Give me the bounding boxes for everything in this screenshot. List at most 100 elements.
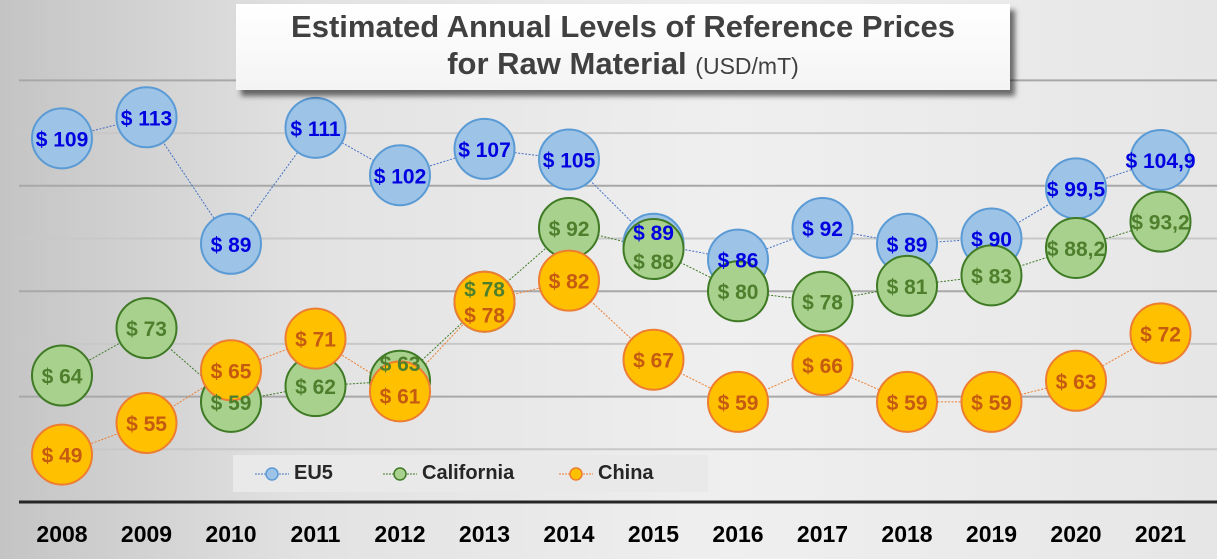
data-point-california	[707, 260, 769, 323]
data-point-china	[538, 249, 600, 312]
data-label-eu5: $ 90	[971, 229, 1012, 252]
data-point-california	[115, 297, 178, 360]
data-label-china: $ 63	[1056, 371, 1097, 394]
data-label-california: $ 63	[380, 353, 421, 376]
legend-item-china: China	[559, 462, 654, 485]
data-label-china: $ 78	[464, 305, 505, 328]
legend-label-california: California	[422, 462, 515, 484]
x-tick-label: 2020	[1050, 521, 1101, 547]
legend-label-eu5: EU5	[294, 462, 333, 484]
title-unit: (USD/mT)	[695, 53, 799, 79]
data-label-eu5: $ 86	[718, 250, 759, 273]
data-point-china	[200, 339, 262, 402]
data-label-california: $ 78	[464, 279, 505, 302]
data-label-california: $ 88	[633, 251, 674, 274]
x-tick-label: 2014	[543, 521, 594, 547]
data-label-eu5: $ 89	[211, 234, 252, 257]
data-point-china	[960, 370, 1023, 433]
data-point-california	[622, 218, 685, 281]
x-tick-label: 2010	[205, 521, 256, 547]
data-label-california: $ 78	[802, 292, 843, 315]
x-tick-label: 2008	[36, 521, 87, 547]
data-label-china: $ 67	[633, 350, 674, 373]
data-label-china: $ 59	[887, 392, 928, 415]
data-label-california: $ 88,2	[1047, 238, 1105, 261]
data-point-china	[115, 391, 178, 454]
data-point-california	[1045, 216, 1107, 279]
x-tick-label: 2018	[881, 521, 932, 547]
data-label-california: $ 80	[718, 281, 759, 304]
x-tick-label: 2017	[797, 521, 848, 547]
data-point-california	[876, 254, 938, 317]
data-label-eu5: $ 113	[121, 107, 172, 130]
data-point-california	[791, 270, 854, 333]
data-point-california	[31, 344, 93, 407]
data-label-california: $ 59	[211, 392, 252, 415]
data-label-eu5: $ 107	[458, 139, 511, 162]
data-label-eu5: $ 92	[802, 218, 843, 241]
x-tick-label: 2013	[459, 521, 510, 547]
legend: EU5 California China	[233, 455, 708, 492]
data-label-california: $ 93,2	[1131, 212, 1189, 235]
data-label-california: $ 83	[971, 265, 1012, 288]
legend-marker-china	[559, 466, 593, 481]
chart-title: Estimated Annual Levels of Reference Pri…	[236, 4, 1010, 90]
data-label-california: $ 92	[549, 218, 590, 241]
legend-label-china: China	[598, 462, 654, 484]
data-label-china: $ 49	[42, 445, 83, 468]
data-point-eu5	[200, 212, 262, 275]
x-tick-label: 2021	[1135, 521, 1186, 547]
data-label-eu5: $ 99,5	[1047, 178, 1106, 201]
title-line-2: for Raw Material	[447, 46, 687, 81]
data-point-california	[960, 244, 1023, 307]
x-tick-label: 2016	[712, 521, 763, 547]
data-label-eu5: $ 102	[374, 165, 427, 188]
x-tick-label: 2019	[966, 521, 1017, 547]
data-point-china	[1045, 349, 1107, 412]
data-label-eu5: $ 104,9	[1125, 150, 1195, 173]
data-label-china: $ 82	[549, 271, 590, 294]
data-label-eu5: $ 109	[36, 128, 89, 151]
data-label-california: $ 73	[126, 318, 167, 341]
legend-item-california: California	[383, 462, 514, 485]
data-label-china: $ 55	[126, 413, 167, 436]
data-label-china: $ 72	[1140, 323, 1181, 346]
data-label-eu5: $ 111	[290, 118, 341, 141]
data-point-eu5	[1129, 128, 1192, 191]
x-tick-label: 2015	[628, 521, 679, 547]
data-label-china: $ 71	[295, 329, 336, 352]
data-point-china	[284, 307, 347, 370]
data-label-china: $ 66	[802, 355, 843, 378]
data-point-china	[453, 270, 516, 333]
data-point-china	[707, 370, 769, 433]
legend-item-eu5: EU5	[255, 462, 333, 485]
data-label-eu5: $ 89	[887, 234, 928, 257]
data-label-china: $ 65	[211, 360, 252, 383]
data-point-china	[791, 333, 854, 396]
data-point-china	[369, 360, 431, 423]
series-line-california	[61, 221, 1161, 403]
data-point-eu5	[31, 107, 93, 170]
data-label-california: $ 62	[295, 376, 336, 399]
data-point-eu5	[115, 86, 178, 149]
data-point-eu5	[791, 196, 854, 259]
legend-marker-eu5	[255, 466, 289, 481]
data-label-eu5: $ 89	[633, 222, 674, 245]
legend-marker-california	[383, 466, 417, 481]
x-tick-label: 2012	[374, 521, 425, 547]
data-label-eu5: $ 105	[543, 149, 596, 172]
data-point-china	[31, 423, 93, 486]
data-label-california: $ 81	[887, 276, 928, 299]
data-point-eu5	[453, 117, 516, 180]
data-point-china	[876, 370, 938, 433]
data-label-china: $ 59	[718, 392, 759, 415]
data-label-california: $ 64	[42, 366, 83, 389]
data-point-eu5	[284, 96, 347, 159]
data-label-china: $ 61	[380, 385, 421, 408]
data-point-china	[622, 328, 685, 391]
data-point-eu5	[538, 128, 600, 191]
x-tick-label: 2011	[291, 521, 341, 547]
x-tick-label: 2009	[121, 521, 172, 547]
title-line-1: Estimated Annual Levels of Reference Pri…	[291, 9, 955, 44]
